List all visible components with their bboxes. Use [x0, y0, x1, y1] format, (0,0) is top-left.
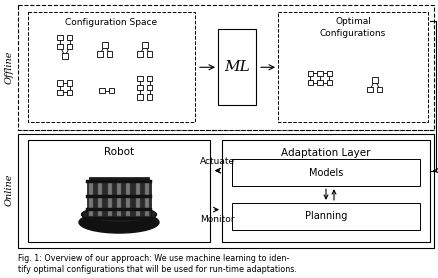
Bar: [231, 203, 419, 230]
Bar: [326, 71, 332, 76]
Bar: [87, 180, 151, 217]
Text: Adaptation Layer: Adaptation Layer: [281, 148, 370, 158]
Bar: [86, 217, 152, 220]
Bar: [67, 35, 72, 40]
Bar: [317, 71, 322, 76]
Ellipse shape: [81, 207, 156, 222]
Bar: [98, 180, 102, 217]
Bar: [145, 180, 148, 217]
Bar: [126, 180, 130, 217]
Text: ML: ML: [224, 60, 249, 74]
Bar: [89, 177, 148, 182]
Text: Robot: Robot: [104, 147, 134, 157]
Bar: [57, 44, 63, 49]
Text: Optimal
Configurations: Optimal Configurations: [319, 17, 385, 38]
Bar: [367, 86, 372, 92]
Bar: [28, 140, 209, 242]
Bar: [135, 180, 139, 217]
Bar: [307, 80, 313, 85]
Bar: [86, 208, 152, 211]
Bar: [147, 94, 152, 100]
Bar: [57, 35, 63, 40]
Bar: [57, 80, 63, 86]
Bar: [222, 140, 429, 242]
Bar: [18, 134, 433, 248]
Bar: [137, 76, 143, 81]
Bar: [307, 71, 313, 76]
Bar: [18, 5, 433, 130]
Text: Configuration Space: Configuration Space: [65, 18, 157, 27]
Text: Fig. 1: Overview of our approach: We use machine learning to iden-
tify optimal : Fig. 1: Overview of our approach: We use…: [18, 254, 296, 274]
Bar: [137, 94, 143, 100]
Bar: [86, 180, 152, 183]
Bar: [107, 180, 111, 217]
Bar: [28, 12, 194, 122]
Bar: [86, 195, 152, 198]
Text: Monitor: Monitor: [199, 215, 234, 224]
Bar: [147, 51, 152, 57]
Bar: [67, 80, 72, 86]
Bar: [67, 44, 72, 49]
Bar: [326, 80, 332, 85]
Bar: [231, 159, 419, 186]
Bar: [142, 42, 148, 48]
Bar: [109, 88, 114, 93]
Bar: [376, 86, 381, 92]
Bar: [99, 88, 105, 93]
Bar: [371, 77, 377, 83]
Text: Actuate: Actuate: [199, 157, 234, 166]
Bar: [218, 29, 255, 105]
Bar: [277, 12, 427, 122]
Bar: [62, 53, 67, 59]
Bar: [107, 51, 112, 57]
Bar: [137, 51, 143, 57]
Bar: [57, 90, 63, 95]
Bar: [102, 42, 107, 48]
Text: Planning: Planning: [304, 212, 346, 222]
Bar: [97, 51, 103, 57]
Text: Offline: Offline: [4, 51, 14, 84]
Bar: [67, 90, 72, 95]
Bar: [89, 180, 93, 217]
Ellipse shape: [79, 212, 159, 233]
Text: Models: Models: [308, 168, 343, 178]
Bar: [317, 80, 322, 85]
Bar: [117, 180, 121, 217]
Bar: [137, 85, 143, 90]
Text: Online: Online: [4, 174, 14, 206]
Bar: [147, 76, 152, 81]
Bar: [147, 85, 152, 90]
